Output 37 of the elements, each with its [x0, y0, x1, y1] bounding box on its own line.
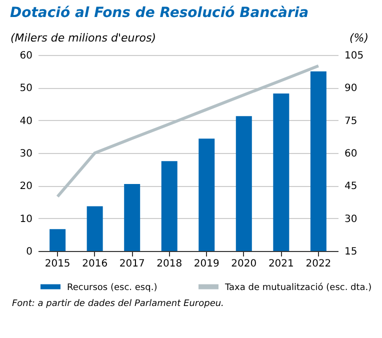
y-tick-label: 0	[26, 246, 32, 258]
bar	[86, 206, 103, 251]
y2-tick-label: 105	[344, 50, 364, 62]
bar	[124, 184, 140, 251]
y-tick-label: 30	[20, 148, 32, 160]
y2-tick-label: 60	[344, 148, 358, 160]
y2-axis-title: (%)	[349, 32, 368, 44]
chart-title: Dotació al Fons de Resolució Bancària	[10, 5, 309, 21]
y-tick-label: 10	[20, 214, 32, 225]
bar	[236, 116, 252, 251]
x-tick-label: 2015	[44, 258, 70, 270]
y2-tick-label: 45	[344, 181, 358, 192]
bar	[310, 71, 326, 251]
y-tick-label: 20	[20, 181, 32, 192]
legend-label: Recursos (esc. esq.)	[67, 282, 158, 293]
bar	[198, 138, 215, 251]
bar	[273, 94, 290, 251]
y2-tick-label: 75	[344, 116, 358, 127]
x-tick-label: 2019	[194, 258, 220, 270]
x-tick-label: 2016	[82, 258, 108, 270]
y-tick-label: 60	[20, 50, 32, 62]
line-series	[56, 64, 320, 198]
text: Font: a partir de dades del Parlament Europeu.	[11, 299, 225, 309]
y2-tick-label: 15	[344, 246, 358, 258]
bar	[50, 229, 66, 251]
y-tick-label: 50	[20, 83, 32, 94]
y2-tick-label: 90	[344, 83, 358, 94]
x-tick-label: 2020	[231, 258, 257, 270]
y-tick-label: 40	[20, 116, 32, 127]
bar	[161, 161, 178, 251]
legend-label: Taxa de mutualització (esc. dta.)	[224, 282, 372, 293]
y-axis-title: (Milers de milions d'euros)	[10, 32, 156, 44]
x-tick-label: 2017	[119, 258, 145, 270]
x-tick-label: 2018	[156, 258, 182, 270]
y2-tick-label: 30	[344, 214, 358, 225]
x-tick-label: 2021	[268, 258, 294, 270]
x-tick-label: 2022	[306, 258, 332, 270]
